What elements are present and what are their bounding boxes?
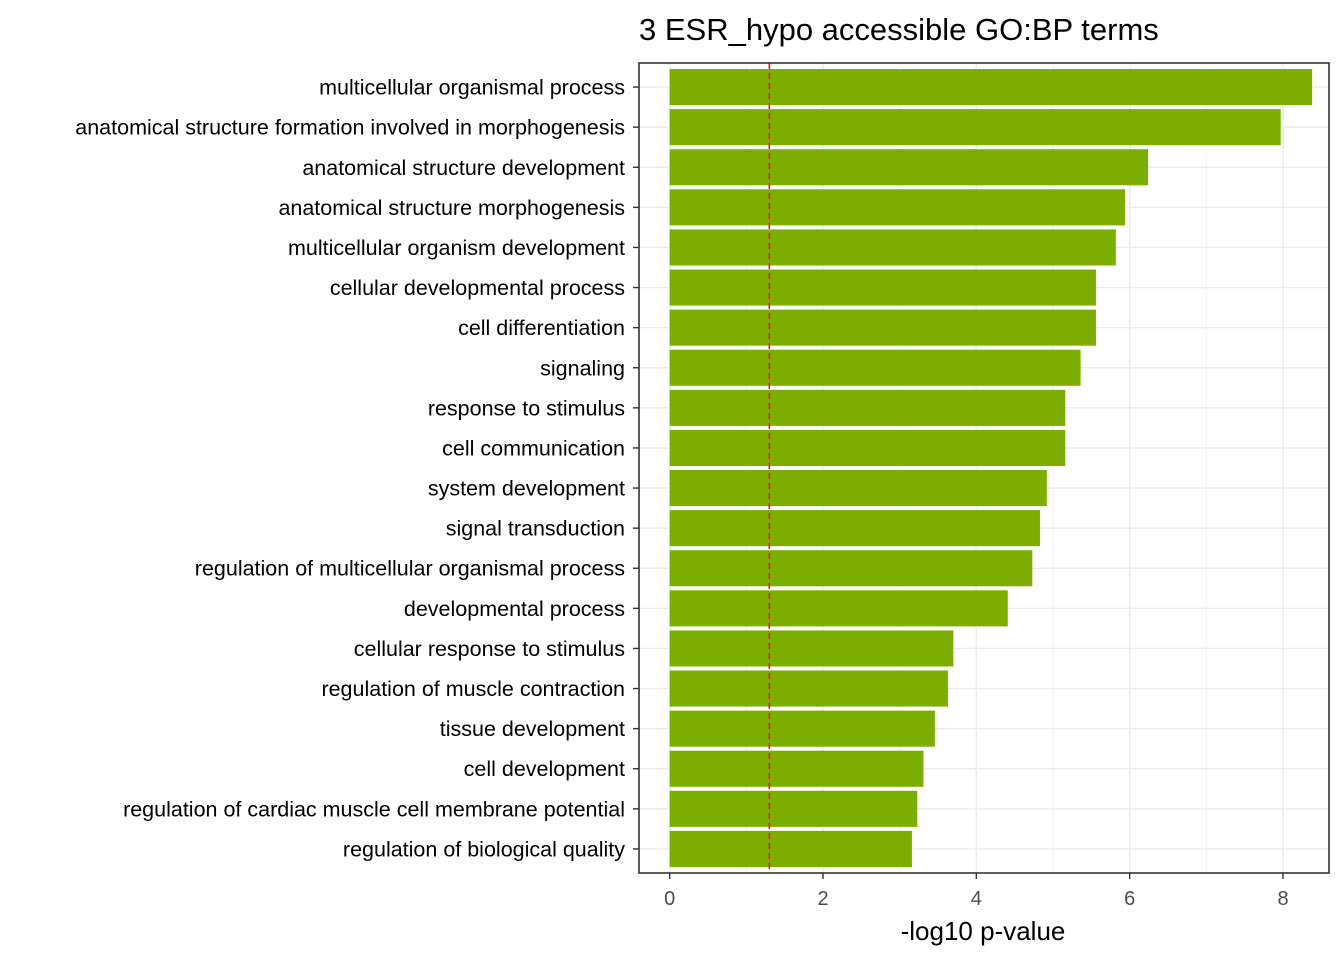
bar	[669, 389, 1066, 426]
y-tick-label: signaling	[540, 356, 625, 380]
y-tick-label: signal transduction	[446, 517, 625, 541]
bar	[669, 630, 954, 667]
y-tick-label: anatomical structure morphogenesis	[278, 196, 625, 220]
bar	[669, 590, 1008, 627]
bar	[669, 429, 1066, 466]
y-tick-label: cellular response to stimulus	[354, 637, 625, 661]
x-axis-label: -log10 p-value	[901, 916, 1066, 946]
y-tick-label: cell development	[464, 757, 625, 781]
y-tick-label: multicellular organismal process	[319, 76, 625, 100]
bar	[669, 470, 1047, 507]
x-tick-label: 4	[971, 888, 982, 910]
bar	[669, 830, 912, 867]
bar	[669, 69, 1313, 106]
plot-area: multicellular organismal process anatomic…	[75, 62, 1330, 910]
bar	[669, 750, 924, 787]
bar	[669, 149, 1149, 186]
panel-border	[638, 62, 1330, 874]
x-tick-label: 8	[1277, 888, 1288, 910]
x-tick-label: 2	[817, 888, 828, 910]
y-tick-label: anatomical structure development	[302, 156, 625, 180]
x-tick-label: 6	[1124, 888, 1135, 910]
y-tick-label: tissue development	[440, 717, 625, 741]
bar	[669, 790, 918, 827]
bar	[669, 349, 1081, 386]
bar	[669, 269, 1096, 306]
bar	[669, 189, 1126, 226]
y-tick-label: cell communication	[442, 436, 625, 460]
y-tick-label: regulation of muscle contraction	[321, 677, 625, 701]
bar	[669, 510, 1040, 547]
bar	[669, 670, 948, 707]
y-tick-label: system development	[428, 477, 625, 501]
bar	[669, 309, 1096, 346]
bar	[669, 550, 1033, 587]
y-tick-label: developmental process	[404, 597, 625, 621]
y-tick-label: cell differentiation	[458, 316, 625, 340]
y-tick-label: anatomical structure formation involved …	[75, 116, 625, 140]
y-tick-label: regulation of multicellular organismal p…	[195, 557, 625, 581]
bar	[669, 109, 1281, 146]
y-tick-label: regulation of cardiac muscle cell membra…	[123, 797, 625, 821]
y-tick-label: response to stimulus	[428, 396, 625, 420]
x-tick-label: 0	[664, 888, 675, 910]
y-tick-label: multicellular organism development	[288, 236, 625, 260]
y-tick-label: cellular developmental process	[330, 276, 625, 300]
y-tick-label: regulation of biological quality	[343, 837, 625, 861]
chart-title: 3 ESR_hypo accessible GO:BP terms	[639, 12, 1159, 47]
bar	[669, 229, 1116, 266]
bar	[669, 710, 935, 747]
